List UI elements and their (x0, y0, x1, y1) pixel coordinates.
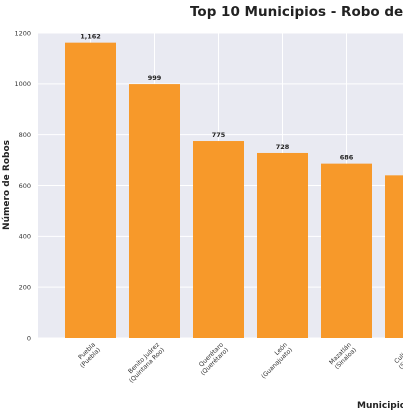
bar (193, 141, 244, 338)
x-tick-label: Mazatlán(Sinaloa) (327, 341, 358, 371)
data-label: 686 (340, 154, 354, 162)
bars (65, 42, 403, 339)
bar (321, 163, 372, 338)
data-label: 775 (212, 131, 226, 139)
data-label: 999 (148, 74, 162, 82)
y-tick-label: 1200 (14, 29, 31, 37)
y-tick-label: 0 (27, 334, 31, 342)
bar (385, 175, 403, 338)
x-tick-label: Benito Juárez(Quintana Roo) (126, 341, 166, 385)
data-label: 728 (276, 143, 290, 151)
y-tick-label: 200 (19, 283, 31, 291)
x-tick-label: León(Guanajuato) (260, 341, 294, 381)
data-labels: 1,162 999 775 728 686 (80, 33, 354, 162)
y-tick-label: 1000 (14, 80, 31, 88)
x-axis-label: Municipio (357, 401, 403, 411)
x-tick-label: Puebla(Puebla) (77, 341, 102, 369)
chart-title: Top 10 Municipios - Robo de Moto (190, 4, 403, 20)
y-tick-label: 800 (19, 131, 31, 139)
bar (129, 84, 180, 339)
y-tick-label: 400 (19, 233, 31, 241)
data-label: 1,162 (80, 33, 101, 41)
x-axis-ticks: Puebla(Puebla) Benito Juárez(Quintana Roo… (77, 341, 403, 385)
x-tick-label: Culiacán(Sinaloa) (392, 341, 403, 371)
x-tick-label: Querétaro(Querétaro) (197, 341, 230, 377)
bar (257, 152, 308, 338)
bar (65, 42, 116, 339)
y-tick-label: 600 (19, 182, 31, 190)
y-axis-label: Número de Robos (2, 140, 12, 230)
y-axis-ticks: 0 200 400 600 800 1000 1200 (14, 29, 31, 342)
